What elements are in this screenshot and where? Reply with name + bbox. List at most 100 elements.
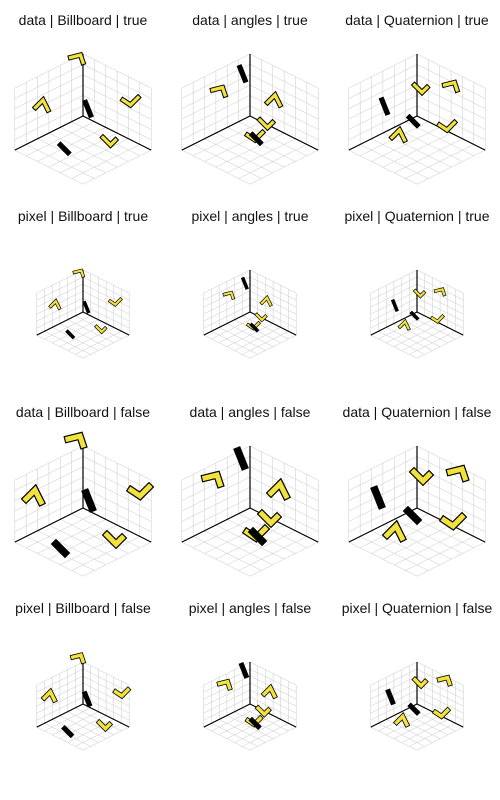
x-axis [370, 311, 418, 336]
marker [48, 298, 62, 311]
marker [236, 64, 249, 84]
x-axis [181, 507, 251, 543]
panel-pixel-billboard-true: pixel | Billboard | true [0, 196, 166, 396]
grid-line [181, 53, 251, 89]
grid-line [181, 541, 251, 577]
grid-line [82, 269, 130, 294]
panel-pixel-angles-true: pixel | angles | true [167, 196, 333, 396]
marker [435, 118, 459, 134]
marker [256, 116, 277, 132]
marker [238, 662, 250, 679]
grid-line [348, 149, 418, 185]
grid-line [203, 726, 251, 751]
marker [411, 675, 429, 690]
marker [431, 706, 452, 720]
grid-line [249, 456, 319, 491]
marker [402, 505, 423, 526]
plot-3d [181, 445, 319, 577]
panel-title: pixel | angles | true [191, 208, 309, 224]
grid-line [181, 149, 251, 185]
grid-line [36, 726, 84, 751]
x-axis [203, 703, 251, 728]
panel-data-quaternion-false: data | Quaternion | false [334, 392, 500, 592]
panel-title: pixel | angles | false [188, 600, 312, 616]
plot-3d [348, 53, 486, 185]
marker [263, 90, 284, 109]
axes-box [181, 53, 319, 185]
grid-line [348, 445, 418, 481]
grid-line [370, 661, 418, 686]
grid-line [409, 331, 456, 355]
marker [247, 526, 268, 547]
panel-pixel-quaternion-true: pixel | Quaternion | true [334, 196, 500, 396]
grid-line [249, 53, 319, 89]
grid-line [348, 64, 418, 99]
marker [20, 483, 47, 508]
marker [81, 488, 97, 513]
grid-line [405, 536, 474, 571]
marker [81, 690, 93, 708]
panel-data-angles-true: data | angles | true [167, 0, 333, 200]
marker [119, 93, 142, 109]
grid-line [203, 269, 251, 294]
markers [20, 431, 155, 559]
marker [95, 718, 114, 733]
y-axis [416, 115, 486, 151]
panel-title: data | angles | true [192, 12, 308, 28]
markers [31, 51, 142, 157]
axes-box [348, 53, 486, 185]
grid-line [249, 445, 319, 481]
grid-line [36, 668, 84, 693]
grid-line [370, 276, 418, 301]
markers [48, 268, 123, 340]
marker [248, 131, 264, 147]
grid-line [370, 668, 418, 693]
marker [410, 81, 431, 97]
y-axis [416, 311, 464, 336]
marker [249, 322, 260, 333]
y-axis [82, 115, 152, 151]
grid-line [348, 456, 418, 491]
marker [107, 296, 123, 307]
markers [200, 446, 292, 547]
grid-line [242, 723, 289, 747]
marker [50, 538, 71, 559]
marker [370, 485, 386, 510]
grid-line [249, 726, 297, 751]
plot-3d [181, 53, 319, 185]
marker [260, 683, 278, 700]
grid-line [409, 723, 456, 747]
markers [378, 79, 461, 144]
panel-title: data | Billboard | false [15, 404, 151, 420]
marker [408, 466, 435, 487]
grid-line [370, 726, 418, 751]
x-axis [203, 311, 251, 336]
y-axis [82, 703, 130, 728]
grid-line [416, 661, 464, 686]
axes-box [348, 445, 486, 577]
marker [433, 287, 447, 297]
marker [256, 508, 283, 529]
axes-box [14, 53, 152, 185]
marker [112, 686, 132, 700]
marker [407, 702, 421, 716]
panel-title: pixel | Quaternion | true [344, 208, 490, 224]
grid-line [416, 149, 486, 185]
panel-title: pixel | Billboard | false [15, 600, 151, 616]
markers [216, 662, 278, 731]
panel-title: data | angles | false [189, 404, 311, 420]
grid-line [82, 661, 130, 686]
marker [99, 133, 120, 149]
panel-title: data | Quaternion | false [342, 404, 492, 420]
marker [72, 268, 86, 278]
marker [385, 688, 396, 706]
grid-line [82, 456, 152, 491]
x-axis [348, 115, 418, 151]
grid-line [416, 541, 486, 577]
marker [40, 687, 58, 704]
marker [409, 310, 420, 321]
grid-line [348, 541, 418, 577]
grid-line [348, 53, 418, 89]
marker [436, 674, 453, 687]
grid-line [249, 541, 319, 577]
